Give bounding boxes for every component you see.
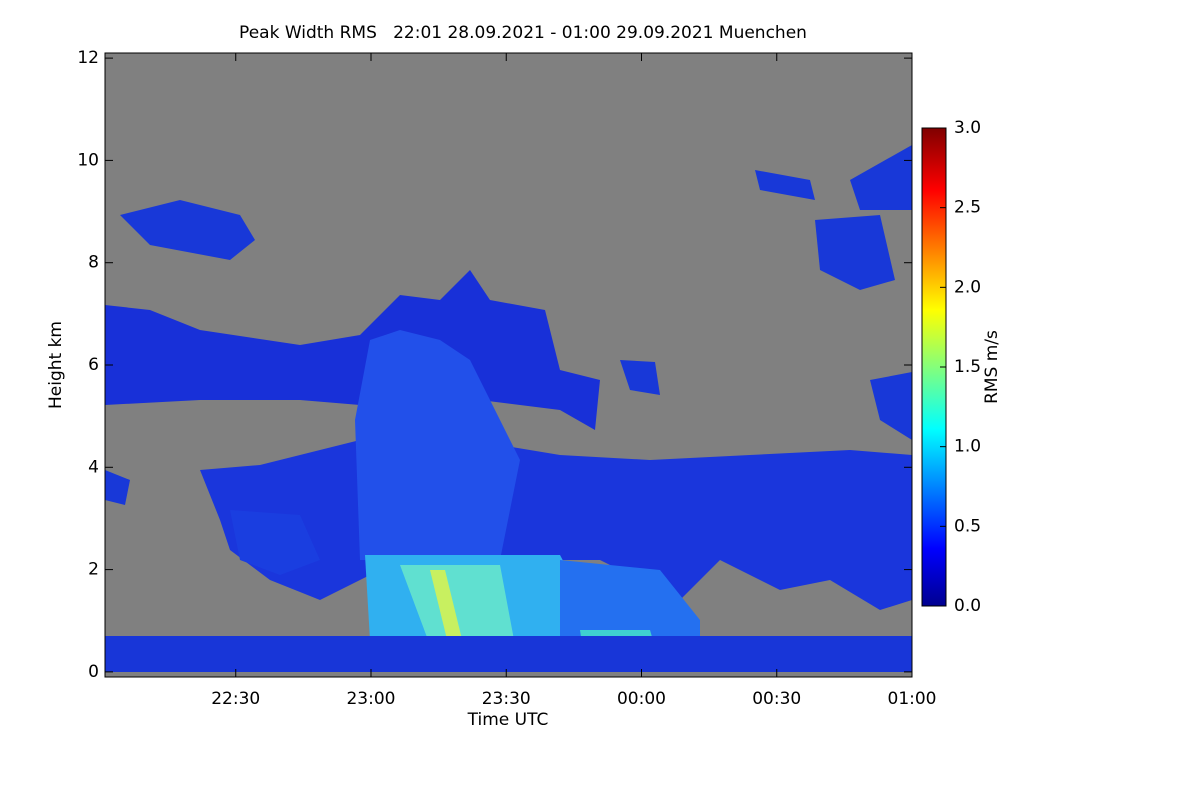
- x-tick-label: 22:30: [211, 689, 260, 709]
- x-tick-label: 23:00: [346, 689, 395, 709]
- x-tick-label: 01:00: [888, 689, 937, 709]
- colorbar-tick-label: 1.5: [954, 357, 981, 377]
- colorbar-tick-label: 0.5: [954, 516, 981, 536]
- colorbar-tick-label: 3.0: [954, 118, 981, 138]
- y-axis-label: Height km: [46, 321, 66, 409]
- y-tick-label: 8: [88, 253, 99, 273]
- chart-title: Peak Width RMS 22:01 28.09.2021 - 01:00 …: [239, 23, 807, 43]
- colorbar-label: RMS m/s: [982, 330, 1002, 404]
- y-tick-label: 12: [77, 48, 99, 68]
- x-tick-label: 00:30: [752, 689, 801, 709]
- colorbar-tick-label: 2.0: [954, 277, 981, 297]
- x-tick-label: 00:00: [617, 689, 666, 709]
- x-tick-label: 23:30: [482, 689, 531, 709]
- radar-echo: [105, 145, 912, 672]
- colorbar-tick-label: 1.0: [954, 437, 981, 457]
- colorbar-tick-label: 2.5: [954, 198, 981, 218]
- y-tick-label: 10: [77, 150, 99, 170]
- colorbar-tick-label: 0.0: [954, 596, 981, 616]
- y-tick-label: 2: [88, 560, 99, 580]
- x-axis-label: Time UTC: [467, 710, 549, 730]
- y-tick-label: 4: [88, 457, 99, 477]
- y-tick-label: 0: [88, 662, 99, 682]
- y-tick-label: 6: [88, 355, 99, 375]
